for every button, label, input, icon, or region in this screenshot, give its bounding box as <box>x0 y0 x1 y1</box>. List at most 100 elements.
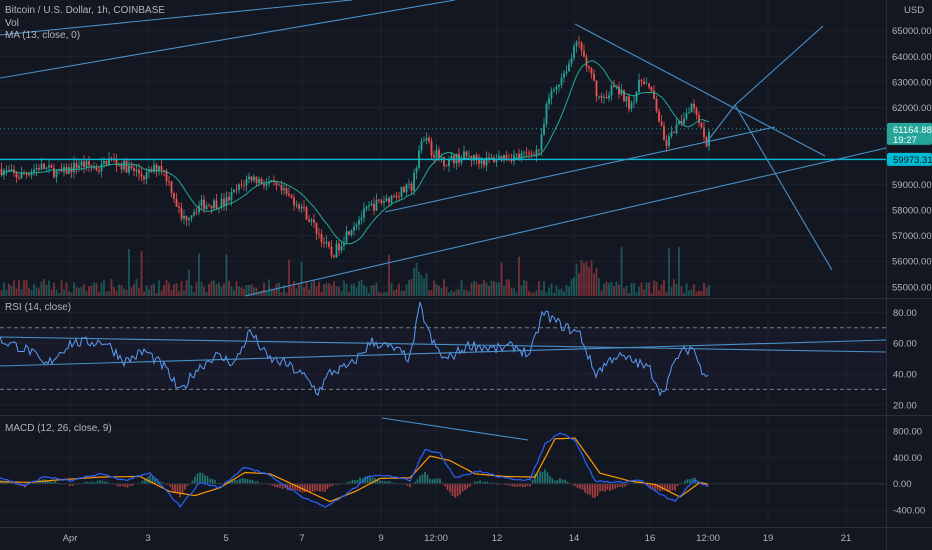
candle-body <box>258 178 260 184</box>
trendline-upper-long-1[interactable] <box>0 0 353 36</box>
macd-line <box>0 432 708 508</box>
volume-bar <box>263 282 265 296</box>
macd-histogram-bar <box>526 483 529 487</box>
volume-bar <box>438 285 440 296</box>
candle-body <box>468 156 470 157</box>
candle-body <box>145 172 148 180</box>
volume-bar <box>500 262 503 296</box>
macd-histogram-bar <box>616 483 619 488</box>
projection-down-leg[interactable] <box>734 104 833 271</box>
macd-histogram-bar <box>436 478 439 484</box>
macd-histogram-bar <box>269 483 271 486</box>
macd-legend[interactable]: MACD (12, 26, close, 9) <box>5 423 112 434</box>
symbol-title[interactable]: Bitcoin / U.S. Dollar, 1h, COINBASE <box>5 5 165 16</box>
volume-bar <box>290 286 293 296</box>
rsi-trendline-1[interactable] <box>0 336 887 353</box>
volume-bar <box>460 279 463 296</box>
candle-body <box>583 50 585 57</box>
volume-bar <box>480 283 483 296</box>
candle-body <box>688 112 690 114</box>
candle-body <box>618 86 620 95</box>
macd-histogram-bar <box>584 483 586 493</box>
macd-histogram-bar <box>184 483 186 490</box>
candle-body <box>378 199 380 201</box>
rsi-trendlines[interactable] <box>0 336 887 367</box>
volume-bar <box>348 292 350 296</box>
volume-bar <box>23 280 25 296</box>
volume-bar <box>560 288 563 296</box>
volume-bar <box>403 290 405 296</box>
macd-divergence-trendline[interactable] <box>381 417 529 441</box>
macd-histogram-bar <box>514 483 516 487</box>
volume-bar <box>658 290 660 296</box>
volume-bar <box>525 280 528 296</box>
candle-body <box>703 127 705 138</box>
macd-histogram-bar <box>246 479 249 484</box>
macd-histogram-bar <box>239 478 241 484</box>
macd-histogram-bar <box>509 483 511 486</box>
macd-histogram-bar <box>654 483 656 491</box>
ma-legend[interactable]: MA (13, close, 0) <box>5 30 80 41</box>
candle-body <box>188 218 190 221</box>
volume-bar <box>80 287 83 296</box>
volume-bar <box>35 287 38 296</box>
volume-bar <box>148 289 150 296</box>
macd-histogram-bar <box>296 483 299 491</box>
projection-up-leg-1[interactable] <box>705 104 736 144</box>
candle-body <box>358 219 360 225</box>
volume-bar <box>423 278 425 296</box>
candle-body <box>368 205 370 207</box>
trendline-upper-long-2[interactable] <box>0 0 456 79</box>
volume-bar <box>38 288 40 296</box>
candle-body <box>585 56 588 67</box>
candle-body <box>510 159 513 162</box>
candle-body <box>515 153 518 155</box>
macd-histogram-bar <box>366 476 369 484</box>
volume-bar <box>208 284 210 296</box>
volume-bar <box>443 279 445 296</box>
macd-axis[interactable]: 800.00 400.00 0.00 -400.00 <box>893 426 925 516</box>
candle-body <box>208 205 210 207</box>
rsi-axis[interactable]: 80.00 60.00 40.00 20.00 <box>893 308 917 411</box>
trendline-rising-support-outer[interactable] <box>244 147 887 297</box>
macd-histogram-bar <box>6 481 9 484</box>
candle-body <box>363 208 365 218</box>
time-axis[interactable]: Apr 3 5 7 9 12:00 12 14 16 12:00 19 21 <box>63 533 852 544</box>
candle-body <box>633 101 635 103</box>
volume-bar <box>463 289 465 296</box>
candle-body <box>520 153 523 158</box>
trendline-descending-resistance[interactable] <box>574 23 826 157</box>
volume-bar <box>295 288 298 296</box>
candle-body <box>698 114 700 124</box>
volume-bar <box>465 289 468 296</box>
candle-body <box>440 157 443 159</box>
macd-histogram-bar <box>96 480 99 484</box>
rsi-legend[interactable]: RSI (14, close) <box>5 302 71 313</box>
macd-histogram-bar <box>174 483 176 493</box>
volume-bar <box>163 284 165 296</box>
candle-body <box>10 169 13 171</box>
candle-body <box>450 155 453 160</box>
volume-bar <box>653 280 655 296</box>
volume-bar <box>468 291 470 296</box>
candle-body <box>463 151 465 159</box>
candle-body <box>298 204 300 209</box>
candle-body <box>180 208 183 219</box>
candle-body <box>650 87 653 91</box>
volume-bar <box>705 287 708 296</box>
macd-histogram-bar <box>46 479 49 484</box>
trendline-rising-support-inner[interactable] <box>384 126 776 213</box>
candle-body <box>275 182 278 186</box>
rsi-trendline-2[interactable] <box>0 339 887 367</box>
volume-bar <box>238 286 240 296</box>
macd-histogram-bar <box>161 482 164 484</box>
volume-legend[interactable]: Vol <box>5 18 19 29</box>
candle-body <box>415 168 418 174</box>
candle-body <box>8 169 10 171</box>
trendlines[interactable] <box>0 0 887 297</box>
projection-up-leg-2[interactable] <box>734 25 824 106</box>
price-tick-label: 55000.00 <box>892 282 932 293</box>
volume-bar <box>53 282 55 296</box>
candle-body <box>413 173 415 191</box>
